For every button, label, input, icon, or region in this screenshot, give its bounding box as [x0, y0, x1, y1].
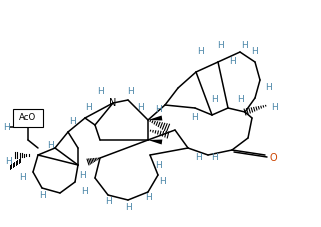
Polygon shape	[148, 116, 162, 121]
Text: H: H	[192, 114, 198, 123]
Text: H: H	[125, 202, 131, 212]
Text: H: H	[82, 188, 88, 197]
Text: H: H	[105, 197, 111, 207]
Text: O: O	[269, 153, 277, 163]
Text: H: H	[252, 47, 258, 57]
Text: H: H	[212, 96, 218, 104]
Text: H: H	[159, 178, 165, 187]
Text: H: H	[265, 84, 271, 92]
Bar	[13, 109, 43, 127]
Text: H: H	[126, 87, 133, 96]
Text: H: H	[3, 123, 9, 131]
Text: H: H	[217, 40, 223, 49]
Text: H: H	[272, 104, 278, 113]
Text: H: H	[79, 170, 85, 180]
Polygon shape	[148, 140, 162, 144]
Text: H: H	[19, 173, 25, 183]
Text: H: H	[39, 190, 45, 200]
Text: N: N	[109, 98, 117, 108]
Text: H: H	[229, 57, 235, 67]
Text: H: H	[47, 141, 53, 150]
Text: H: H	[155, 106, 161, 114]
Text: AcO: AcO	[19, 114, 37, 123]
Text: H: H	[70, 118, 76, 126]
Text: H: H	[155, 160, 161, 170]
Text: H: H	[97, 87, 103, 96]
Text: H: H	[212, 153, 218, 163]
Text: H: H	[6, 158, 13, 166]
Text: H: H	[195, 153, 201, 163]
Text: H: H	[237, 96, 243, 104]
Text: H: H	[145, 193, 152, 202]
Text: H: H	[85, 104, 91, 113]
Text: H: H	[137, 104, 143, 113]
Text: H: H	[242, 40, 248, 49]
Text: H: H	[197, 47, 204, 57]
